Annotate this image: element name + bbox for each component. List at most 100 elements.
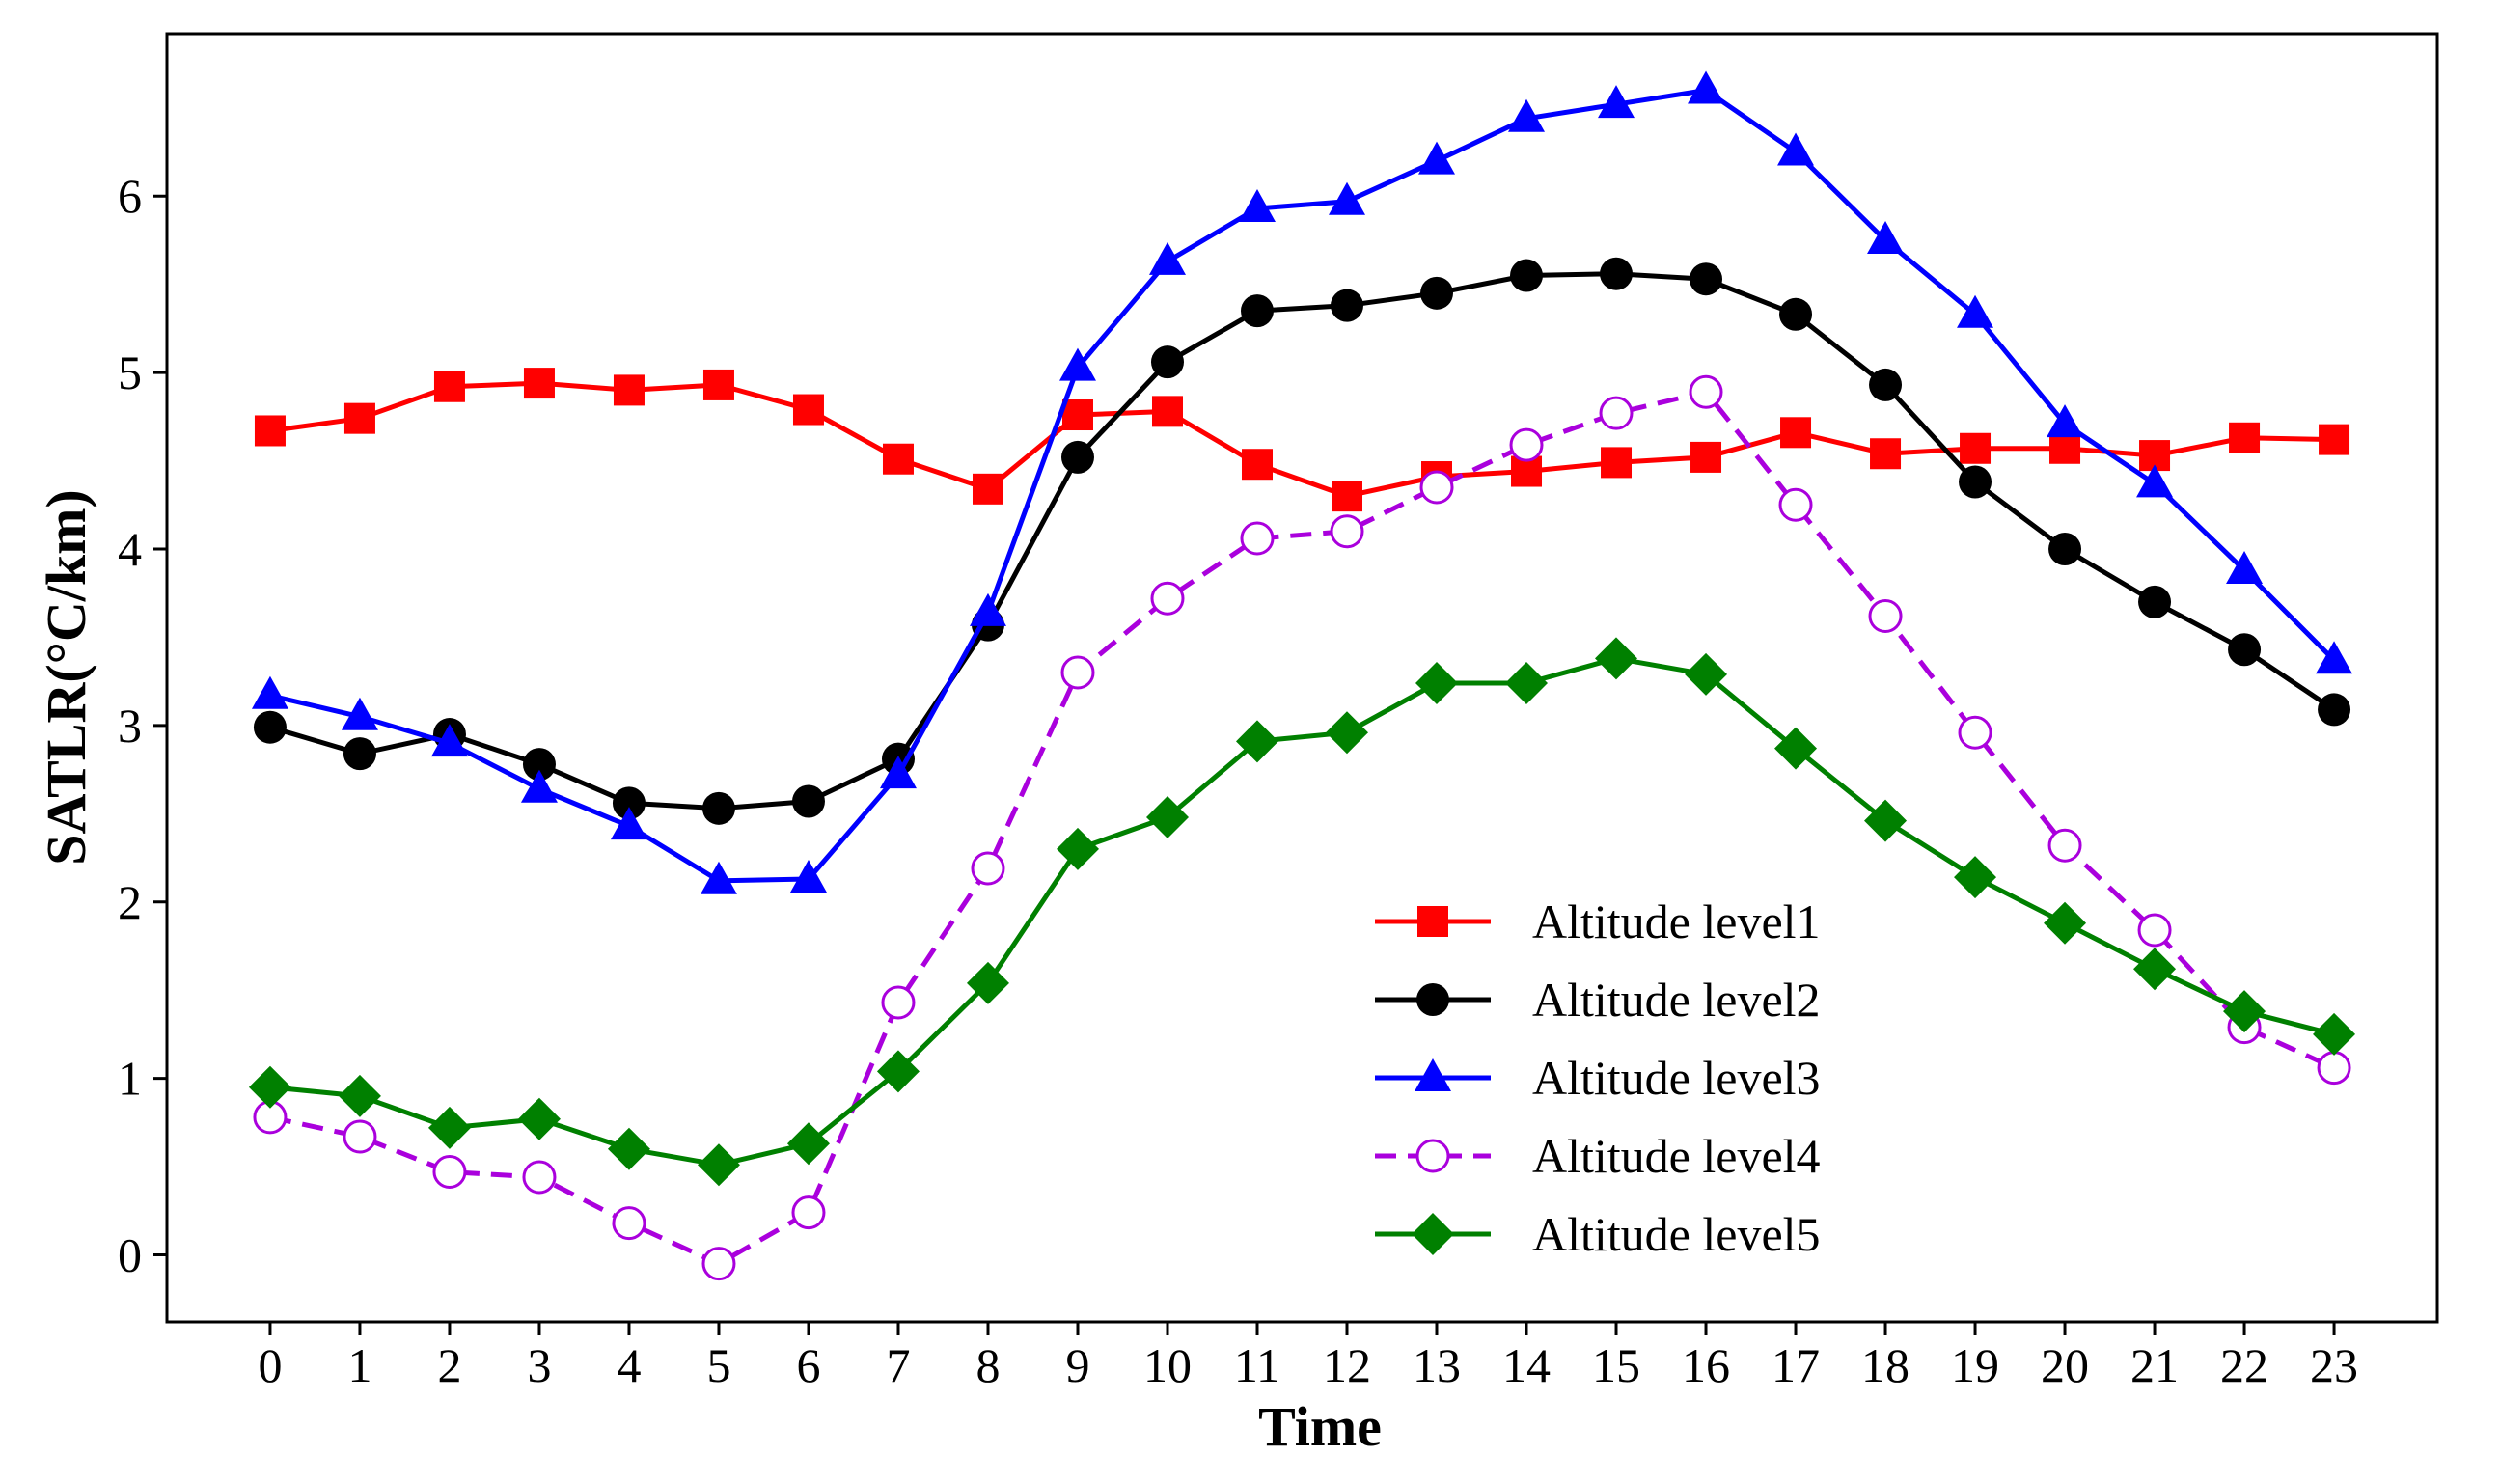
series-layer <box>248 70 2356 1281</box>
data-point <box>700 861 737 894</box>
data-point <box>1957 294 1994 328</box>
legend-entry: Altitude level2 <box>1375 973 1821 1027</box>
y-tick-label: 0 <box>118 1228 142 1282</box>
data-point <box>248 1065 291 1109</box>
data-point <box>791 1195 826 1230</box>
legend-label: Altitude level5 <box>1532 1207 1821 1261</box>
data-point <box>253 710 287 744</box>
data-point <box>2138 585 2172 618</box>
x-axis-ticks: 0 1 2 3 4 5 6 7 8 9 10 11 12 13 14 15 16 17 18 19 20 21 22 23 <box>258 1322 2358 1392</box>
series-line <box>269 271 2336 811</box>
data-point <box>1061 399 1093 431</box>
legend-marker <box>1415 1058 1451 1091</box>
data-point <box>1332 481 1363 512</box>
data-point <box>343 737 376 771</box>
data-point <box>613 374 645 406</box>
data-point <box>1241 449 1273 481</box>
legend-entry: Altitude level1 <box>1375 894 1821 948</box>
x-tick-label: 2 <box>437 1338 461 1392</box>
legend-label: Altitude level4 <box>1532 1129 1821 1183</box>
x-tick-label: 8 <box>975 1338 1000 1392</box>
data-point <box>1419 470 1454 505</box>
data-point <box>1954 856 1997 899</box>
data-point <box>607 1127 650 1170</box>
data-point <box>1326 711 1369 755</box>
x-tick-label: 22 <box>2220 1338 2268 1392</box>
data-point <box>1238 189 1276 223</box>
data-point <box>969 592 1006 626</box>
data-point <box>1870 438 1902 470</box>
data-point <box>2318 693 2351 727</box>
data-point <box>1060 655 1095 690</box>
x-tick-label: 3 <box>527 1338 551 1392</box>
x-tick-label: 11 <box>1234 1338 1280 1392</box>
data-point <box>612 786 646 820</box>
x-tick-label: 10 <box>1143 1338 1192 1392</box>
data-point <box>1779 297 1813 331</box>
data-point <box>879 756 917 789</box>
series-line <box>269 655 2335 1168</box>
data-point <box>1415 661 1459 704</box>
series-3 <box>251 70 2353 894</box>
series-line <box>269 88 2336 884</box>
data-point <box>1145 795 1189 838</box>
data-point <box>1689 374 1723 409</box>
series-4 <box>253 374 2351 1281</box>
data-point <box>1058 347 1096 381</box>
data-point <box>1690 441 1722 473</box>
legend-entry: Altitude level5 <box>1375 1207 1821 1261</box>
data-point <box>1864 799 1908 842</box>
data-point <box>1688 70 1725 104</box>
data-point <box>1240 294 1274 328</box>
data-point <box>1869 368 1903 401</box>
data-point <box>343 1119 377 1154</box>
data-point <box>1509 427 1544 462</box>
data-point <box>876 1050 920 1093</box>
x-tick-label: 19 <box>1951 1338 1999 1392</box>
y-axis-ticks: 0 1 2 3 4 5 6 <box>118 169 167 1282</box>
data-point <box>610 807 647 840</box>
legend-marker <box>1417 906 1448 937</box>
data-point <box>1235 720 1278 763</box>
data-point <box>254 415 286 447</box>
data-point <box>701 791 735 825</box>
data-point <box>1510 259 1544 292</box>
data-point <box>1780 417 1812 449</box>
data-point <box>1777 132 1815 166</box>
y-tick-label: 4 <box>118 522 142 576</box>
data-point <box>1599 396 1634 430</box>
data-point <box>2133 948 2177 991</box>
y-tick-label: 1 <box>118 1052 142 1106</box>
data-point <box>522 1160 557 1195</box>
data-point <box>1601 447 1633 479</box>
data-point <box>1600 257 1634 290</box>
data-point <box>2049 432 2081 464</box>
data-point <box>966 961 1009 1004</box>
data-point <box>1959 465 1992 499</box>
data-point <box>2316 641 2353 674</box>
x-axis-title: Time <box>1258 1395 1382 1458</box>
x-tick-label: 23 <box>2310 1338 2358 1392</box>
data-point <box>1595 637 1638 680</box>
data-point <box>972 473 1003 505</box>
data-point <box>2226 550 2264 584</box>
data-point <box>1774 727 1818 770</box>
data-point <box>2228 633 2262 667</box>
series-line <box>269 380 2335 499</box>
data-point <box>1060 440 1094 474</box>
data-point <box>1418 141 1456 175</box>
data-point <box>1508 98 1546 132</box>
data-point <box>882 443 914 475</box>
data-point <box>697 1143 740 1187</box>
data-point <box>792 394 824 426</box>
data-point <box>2136 464 2174 498</box>
data-point <box>791 784 825 818</box>
data-point <box>433 371 465 402</box>
legend-marker <box>1412 1213 1454 1255</box>
data-point <box>2137 913 2172 948</box>
data-point <box>2048 533 2082 565</box>
data-point <box>1240 521 1275 556</box>
data-point <box>522 748 556 782</box>
